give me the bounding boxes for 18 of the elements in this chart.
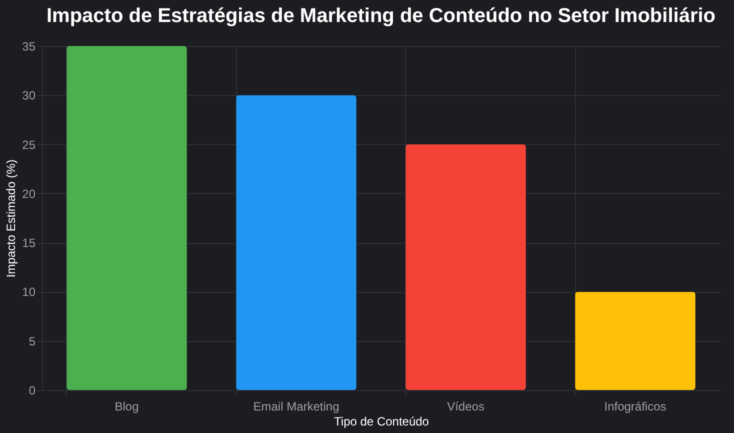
bar xyxy=(236,95,356,390)
bar xyxy=(575,292,696,390)
y-tick-label: 10 xyxy=(22,285,36,300)
x-axis-title: Tipo de Conteúdo xyxy=(334,414,430,428)
bar xyxy=(406,144,526,390)
x-tick-label: Infográficos xyxy=(604,400,666,414)
y-axis-title: Impacto Estimado (%) xyxy=(4,159,18,278)
y-tick-label: 15 xyxy=(22,236,36,250)
chart-title: Impacto de Estratégias de Marketing de Conteúdo no Setor Imobiliário xyxy=(46,5,716,27)
x-tick-label: Blog xyxy=(114,400,139,414)
y-tick-label: 20 xyxy=(22,186,36,201)
y-tick-label: 25 xyxy=(22,138,36,152)
y-tick-label: 30 xyxy=(22,88,36,103)
y-tick-label: 35 xyxy=(22,40,36,54)
y-tick-label: 5 xyxy=(28,334,36,348)
y-tick-label: 0 xyxy=(28,384,36,398)
x-tick-label: Vídeos xyxy=(447,400,484,414)
x-tick-label: Email Marketing xyxy=(253,400,340,414)
